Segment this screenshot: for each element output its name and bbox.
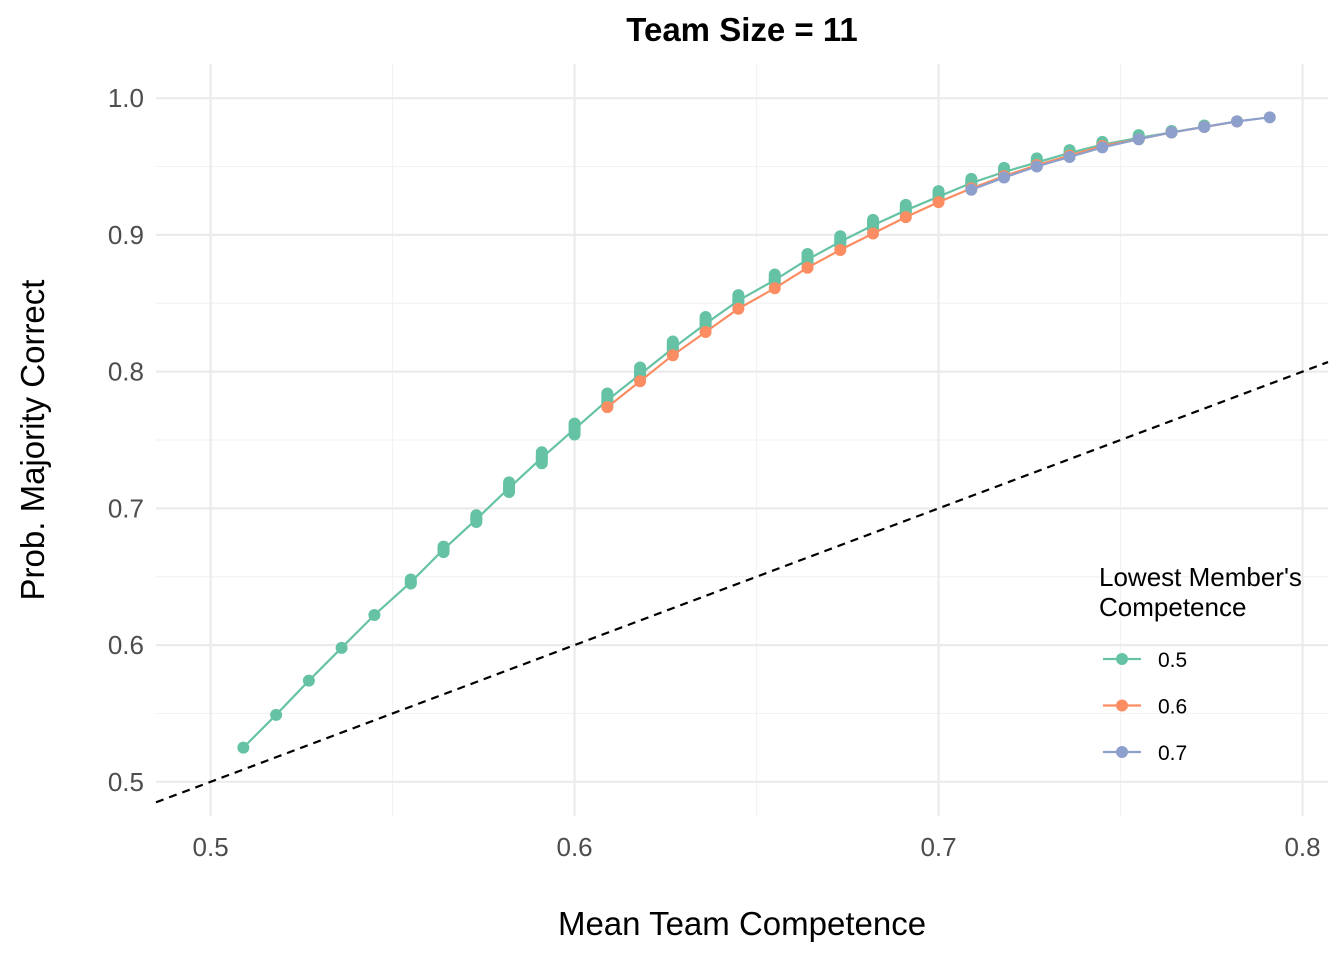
x-tick-label: 0.7 <box>920 832 956 862</box>
data-point <box>1132 133 1145 146</box>
data-point <box>1030 160 1043 173</box>
data-point <box>998 171 1011 184</box>
y-tick-label: 0.8 <box>108 357 144 387</box>
data-point <box>867 219 880 232</box>
data-point <box>368 609 381 622</box>
reference-line-layer <box>155 361 1329 804</box>
data-point <box>302 674 315 687</box>
data-point <box>535 451 548 464</box>
data-point <box>965 183 978 196</box>
legend-key-point <box>1116 746 1128 758</box>
data-point <box>732 302 745 315</box>
data-point <box>899 211 912 224</box>
data-point <box>404 576 417 589</box>
chart-title: Team Size = 11 <box>626 11 857 48</box>
legend-key-point <box>1116 653 1128 665</box>
x-tick-label: 0.5 <box>193 832 229 862</box>
data-point <box>1096 141 1109 154</box>
legend-title: Lowest Member's Competence <box>1099 562 1309 622</box>
y-tick-label: 0.7 <box>108 493 144 523</box>
data-point <box>801 261 814 274</box>
data-point <box>666 349 679 362</box>
data-point <box>470 513 483 526</box>
x-tick-label: 0.6 <box>556 832 592 862</box>
series-layer <box>237 111 1276 754</box>
data-point <box>801 253 814 266</box>
legend-key-0.5: 0.5 <box>1103 649 1187 672</box>
data-point <box>1063 150 1076 163</box>
data-point <box>437 543 450 556</box>
data-point <box>237 741 250 754</box>
data-point <box>1198 120 1211 133</box>
x-axis-ticks: 0.5 0.6 0.7 0.8 <box>193 832 1321 862</box>
data-point <box>1263 111 1276 124</box>
legend-title-line-1: Lowest Member's <box>1099 562 1302 592</box>
legend: Lowest Member's Competence 0.5 0.6 0.7 <box>1099 562 1309 765</box>
y-axis-ticks: 0.5 0.6 0.7 0.8 0.9 1.0 <box>108 83 144 797</box>
data-point <box>1165 126 1178 139</box>
legend-title-line-2: Competence <box>1099 592 1246 622</box>
data-point <box>699 325 712 338</box>
data-point <box>601 401 614 414</box>
y-tick-label: 1.0 <box>108 83 144 113</box>
data-point <box>503 481 516 494</box>
data-point <box>699 317 712 330</box>
data-point <box>768 282 781 295</box>
y-tick-label: 0.5 <box>108 767 144 797</box>
legend-key-0.7: 0.7 <box>1103 742 1187 765</box>
x-tick-label: 0.8 <box>1284 832 1320 862</box>
data-point <box>732 294 745 307</box>
data-point <box>834 235 847 248</box>
data-point <box>634 375 647 388</box>
data-point <box>1231 115 1244 128</box>
y-tick-label: 0.6 <box>108 630 144 660</box>
legend-key-point <box>1116 699 1128 712</box>
data-point <box>867 227 880 240</box>
data-point <box>335 641 348 654</box>
data-point <box>270 708 283 721</box>
y-tick-label: 0.9 <box>108 220 144 250</box>
data-point <box>834 243 847 256</box>
legend-keys: 0.5 0.6 0.7 <box>1103 649 1187 765</box>
legend-key-0.6: 0.6 <box>1103 696 1187 719</box>
series-0.7 <box>965 111 1276 196</box>
data-point <box>768 274 781 287</box>
reference-line <box>155 361 1329 804</box>
legend-label: 0.7 <box>1158 742 1187 765</box>
y-axis-title: Prob. Majority Correct <box>14 280 51 601</box>
data-point <box>568 423 581 436</box>
legend-label: 0.6 <box>1158 696 1187 719</box>
series-line <box>970 116 1270 191</box>
legend-label: 0.5 <box>1158 649 1187 672</box>
data-point <box>932 196 945 209</box>
x-axis-title: Mean Team Competence <box>558 905 926 942</box>
